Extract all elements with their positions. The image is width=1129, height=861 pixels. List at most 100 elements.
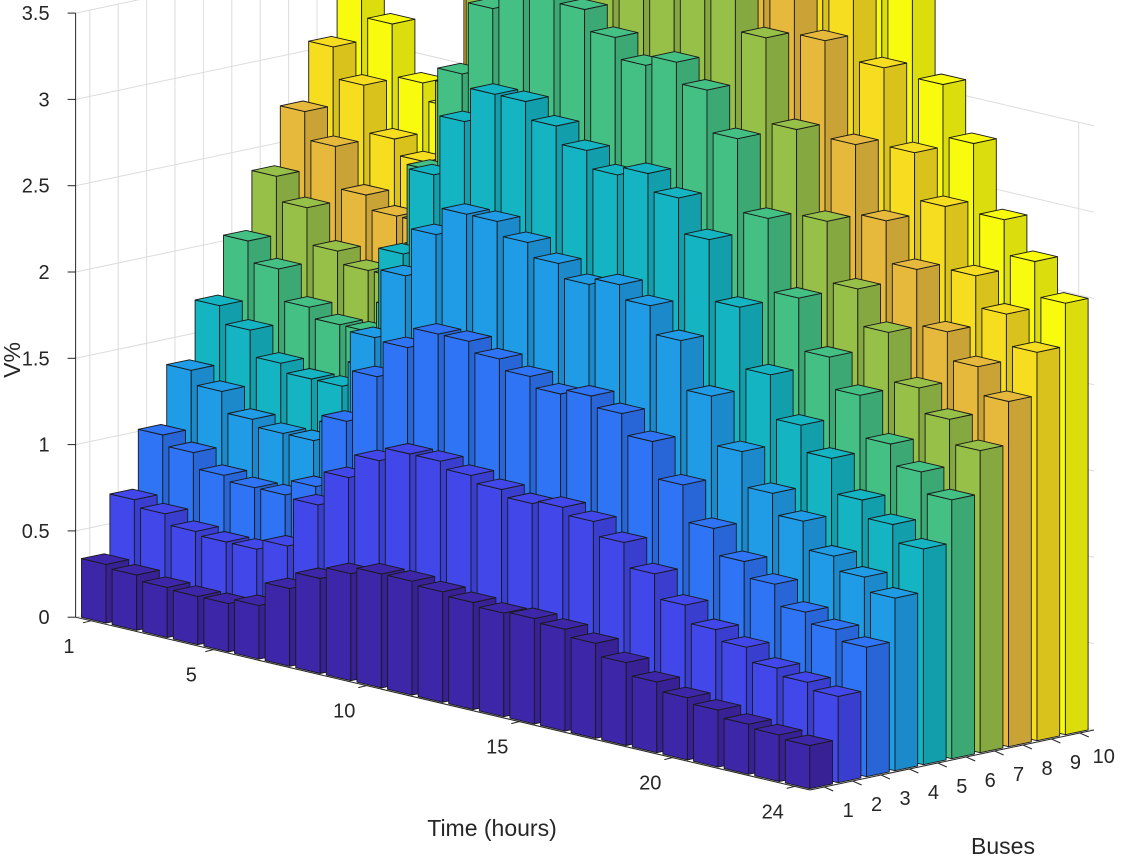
bar-face-top — [367, 12, 416, 25]
bar-face-top — [140, 502, 189, 515]
bar-face-top — [199, 464, 248, 476]
bar-face-front — [631, 675, 658, 754]
bar-face-top — [629, 562, 678, 575]
bar-face-top — [509, 607, 558, 620]
bar-face-top — [723, 713, 772, 725]
bar-face-top — [778, 510, 827, 522]
bar-face-top — [286, 368, 335, 380]
bar-face-top — [651, 51, 700, 63]
x-tick-mark — [786, 785, 795, 789]
bar-face-top — [505, 365, 554, 377]
bar-face-top — [561, 139, 610, 151]
y-tick-mark — [937, 762, 948, 768]
bar-face-top — [470, 83, 519, 95]
bar-face-top — [926, 488, 975, 501]
bar-face-top — [251, 165, 300, 177]
bar-face-top — [227, 408, 276, 420]
bar-face-front — [540, 623, 566, 732]
bar-face-top — [811, 618, 860, 631]
bar-face-top — [279, 100, 328, 113]
x-tick-mark — [205, 649, 214, 653]
z-axis-label: V% — [0, 342, 25, 378]
bar-face-front — [264, 582, 291, 667]
bars — [81, 0, 1089, 790]
bar-face-top — [253, 257, 302, 270]
bar-face-top — [688, 517, 737, 529]
x-tick-label: 20 — [639, 773, 661, 795]
y-axis-line — [809, 729, 1095, 791]
bar-face-top — [223, 229, 272, 242]
bar-face-top — [955, 439, 1004, 452]
bar-face-top — [747, 482, 796, 494]
bar-face-top — [225, 319, 274, 331]
x-tick-label: 10 — [333, 701, 355, 723]
bar-face-top — [780, 601, 829, 613]
bar-face-side — [979, 445, 1004, 754]
bar-face-top — [196, 380, 245, 392]
bar-face-top — [653, 186, 702, 199]
bar-face-top — [835, 384, 884, 396]
bar-face-top — [111, 564, 160, 576]
bar-face-top — [712, 127, 761, 140]
bar-face-top — [920, 195, 969, 207]
y-tick-label: 9 — [1070, 752, 1081, 774]
bar-face-top — [898, 537, 947, 550]
bar-face-front — [234, 599, 260, 660]
bar-face-front — [387, 574, 413, 696]
bar-face-top — [714, 296, 763, 308]
bar-face-top — [655, 329, 704, 342]
bar-face-top — [754, 723, 803, 736]
bar-face-top — [594, 273, 643, 286]
bar-face-top — [537, 496, 586, 508]
bar-face-top — [832, 277, 881, 290]
x-tick-label: 1 — [63, 636, 74, 658]
y-tick-label: 8 — [1041, 758, 1052, 780]
bar-face-front — [448, 596, 474, 710]
bar-face-top — [861, 209, 910, 222]
bar-face-top — [813, 685, 862, 697]
bar-face-top — [662, 686, 711, 699]
z-tick-label: 2 — [38, 262, 49, 284]
y-tick-mark — [880, 774, 891, 780]
x-tick-label: 15 — [486, 737, 508, 759]
bar-face-top — [660, 594, 709, 606]
bar-face-top — [568, 510, 617, 522]
bar-face-top — [682, 79, 731, 91]
y-tick-label: 7 — [1013, 764, 1024, 786]
bar-face-top — [889, 141, 938, 154]
bar-face-top — [918, 73, 967, 85]
y-tick-mark — [1079, 732, 1090, 738]
z-tick-label: 0 — [38, 607, 49, 629]
bar-face-top — [599, 531, 648, 543]
bar-face-top — [170, 520, 219, 532]
bar-face-top — [1012, 341, 1061, 353]
bar-face-top — [417, 580, 466, 593]
x-tick-mark — [664, 757, 673, 761]
bar-face-front — [325, 567, 352, 682]
bar-face-top — [1040, 292, 1089, 304]
bar-face-top — [841, 636, 890, 648]
bar-face-front — [478, 606, 505, 718]
y-tick-mark — [965, 756, 976, 762]
bar-face-top — [686, 385, 735, 397]
bar-face-top — [109, 488, 158, 501]
z-tick-label: 2.5 — [22, 176, 50, 198]
bar-face-top — [837, 489, 886, 501]
bar-face-top — [830, 133, 879, 146]
bar-face-top — [314, 313, 363, 326]
bar-face-top — [284, 296, 333, 308]
z-tick-label: 1.5 — [22, 348, 50, 370]
bar-face-top — [338, 74, 387, 86]
bar-face-top — [137, 424, 186, 436]
bar-face-side — [1064, 297, 1089, 736]
bar-face-top — [922, 320, 971, 333]
bar-face-top — [596, 402, 645, 415]
bar-face-top — [559, 0, 608, 10]
bar-face-top — [693, 699, 742, 711]
bar-face-front — [693, 703, 719, 768]
bar-face-top — [601, 651, 650, 664]
bar-face-top — [570, 632, 619, 644]
bar-face-top — [387, 570, 436, 582]
bar-face-front — [417, 585, 444, 703]
